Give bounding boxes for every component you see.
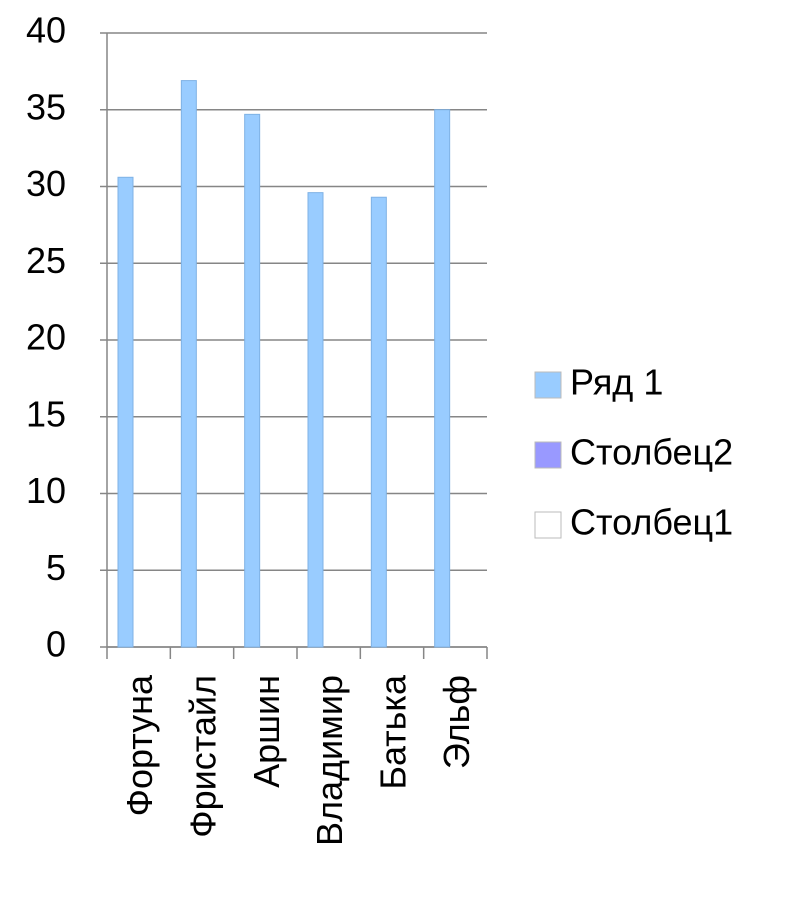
y-tick-label: 10 [26,470,66,511]
bar [307,192,324,648]
x-tick-label: Батька [373,674,414,790]
x-tick-label: Эльф [436,675,477,769]
x-tick-label: Фортуна [119,674,160,816]
y-tick-label: 35 [26,86,66,127]
x-tick-label: Фристайл [183,675,224,838]
legend-label: Столбец2 [570,432,733,473]
labels: 0 5 10 15 20 25 30 35 40 Фортуна Фристайл Аршин Влад… [26,10,733,847]
y-tick-label: 20 [26,317,66,358]
y-tick-label: 25 [26,240,66,281]
y-tick-label: 30 [26,163,66,204]
bars [117,80,451,648]
x-tick-label: Аршин [246,675,287,788]
legend-swatch [534,511,562,539]
legend-swatch [534,371,562,399]
bar [117,176,134,648]
legend-swatch [534,441,562,469]
bar [244,113,261,648]
y-tick-label: 15 [26,393,66,434]
legend-label: Столбец1 [570,502,733,543]
y-tick-label: 5 [46,547,66,588]
bar [370,196,387,648]
bar [180,80,197,648]
legend-label: Ряд 1 [570,362,663,403]
bar [434,109,451,648]
grid [100,32,488,659]
y-tick-label: 0 [46,624,66,665]
y-tick-label: 40 [26,10,66,51]
x-tick-label: Владимир [309,675,350,846]
